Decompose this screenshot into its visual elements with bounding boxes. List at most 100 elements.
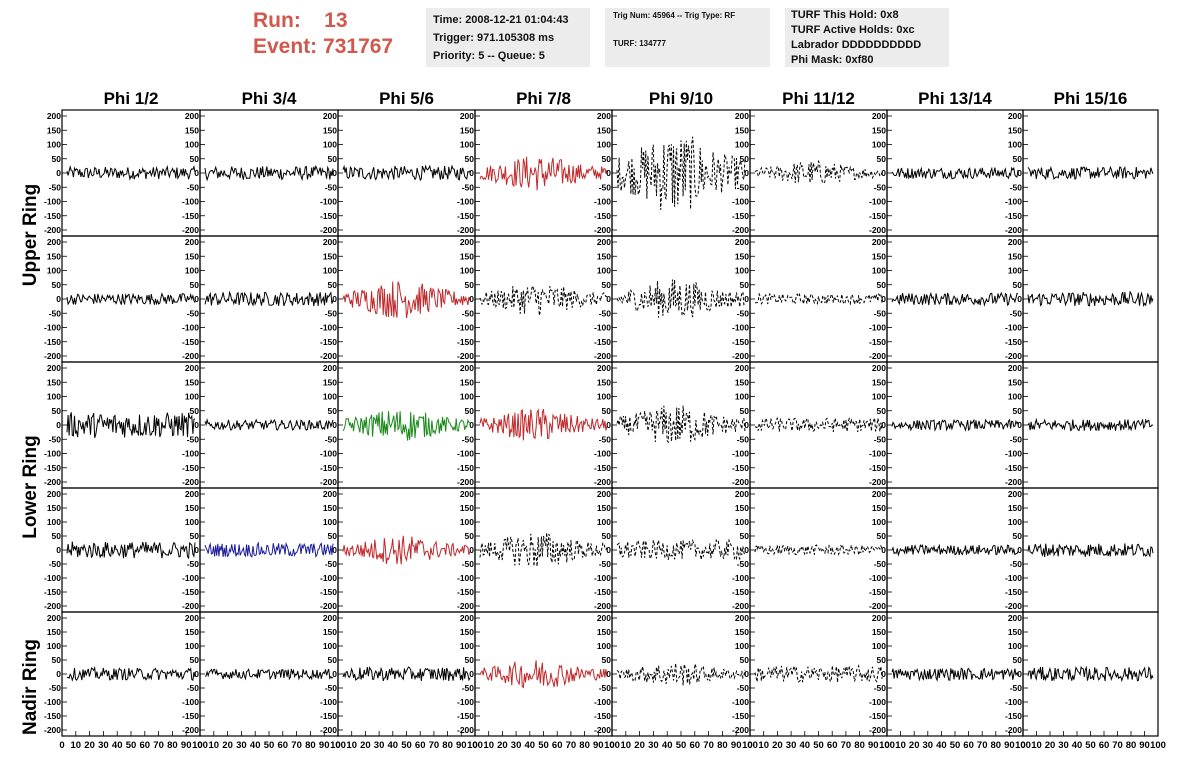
y-tick-label: 100 bbox=[185, 641, 199, 651]
y-tick-label: 100 bbox=[185, 392, 199, 402]
y-tick-label: -200 bbox=[44, 477, 61, 487]
y-tick-label: 50 bbox=[190, 655, 200, 665]
x-tick-label: 10 bbox=[346, 740, 357, 751]
y-tick-label: -100 bbox=[320, 697, 337, 707]
x-tick-label: 80 bbox=[854, 740, 865, 751]
y-tick-label: 0 bbox=[744, 669, 749, 679]
y-tick-label: 50 bbox=[52, 531, 62, 541]
y-tick-label: -150 bbox=[320, 337, 337, 347]
y-tick-label: 50 bbox=[328, 531, 338, 541]
y-tick-label: -100 bbox=[732, 573, 749, 583]
y-tick-label: 200 bbox=[185, 111, 199, 121]
x-tick-label: 10 bbox=[1031, 740, 1042, 751]
waveform-trace bbox=[479, 156, 608, 191]
y-tick-label: -200 bbox=[182, 351, 199, 361]
waveform-trace bbox=[754, 543, 883, 557]
x-tick-label: 80 bbox=[1126, 740, 1137, 751]
y-tick-label: 100 bbox=[1008, 140, 1022, 150]
y-tick-label: 150 bbox=[185, 377, 199, 387]
y-tick-label: -50 bbox=[325, 434, 338, 444]
x-tick-label: 80 bbox=[991, 740, 1002, 751]
y-tick-label: 150 bbox=[185, 503, 199, 513]
y-tick-label: 100 bbox=[1008, 641, 1022, 651]
y-tick-label: 200 bbox=[185, 363, 199, 373]
y-tick-label: 50 bbox=[1013, 280, 1023, 290]
y-tick-label: 150 bbox=[597, 503, 611, 513]
y-tick-label: 150 bbox=[323, 377, 337, 387]
x-tick-label: 0 bbox=[747, 740, 752, 751]
waveform-trace bbox=[1027, 290, 1154, 308]
y-tick-label: 100 bbox=[1008, 266, 1022, 276]
y-tick-label: -200 bbox=[44, 225, 61, 235]
x-tick-label: 30 bbox=[511, 740, 522, 751]
y-tick-label: 150 bbox=[597, 251, 611, 261]
y-tick-label: -100 bbox=[1005, 573, 1022, 583]
x-tick-label: 20 bbox=[497, 740, 508, 751]
y-tick-label: 200 bbox=[47, 613, 61, 623]
x-tick-label: 30 bbox=[648, 740, 659, 751]
y-tick-label: 0 bbox=[881, 420, 886, 430]
y-tick-label: -50 bbox=[737, 182, 750, 192]
y-tick-label: -100 bbox=[732, 323, 749, 333]
y-tick-label: -200 bbox=[732, 601, 749, 611]
y-tick-label: 100 bbox=[735, 641, 749, 651]
y-tick-label: 100 bbox=[1008, 392, 1022, 402]
x-tick-label: 10 bbox=[895, 740, 906, 751]
y-tick-label: -200 bbox=[869, 725, 886, 735]
x-tick-label: 50 bbox=[950, 740, 961, 751]
y-tick-label: 100 bbox=[460, 641, 474, 651]
y-tick-label: 150 bbox=[735, 377, 749, 387]
y-tick-label: -100 bbox=[44, 323, 61, 333]
y-tick-label: -150 bbox=[457, 337, 474, 347]
y-tick-label: 150 bbox=[460, 627, 474, 637]
x-tick-label: 90 bbox=[731, 740, 742, 751]
x-tick-label: 70 bbox=[977, 740, 988, 751]
y-tick-label: 150 bbox=[872, 627, 886, 637]
y-tick-label: 50 bbox=[328, 655, 338, 665]
panel-frame bbox=[474, 109, 613, 237]
y-tick-label: 150 bbox=[735, 125, 749, 135]
panel-frame bbox=[611, 611, 751, 737]
y-tick-label: 50 bbox=[1013, 406, 1023, 416]
y-tick-label: -50 bbox=[599, 683, 612, 693]
x-tick-label: 100 bbox=[1150, 740, 1166, 751]
x-tick-label: 50 bbox=[264, 740, 275, 751]
x-tick-label: 60 bbox=[963, 740, 974, 751]
y-tick-label: 150 bbox=[460, 503, 474, 513]
y-tick-label: -200 bbox=[869, 351, 886, 361]
x-tick-label: 60 bbox=[690, 740, 701, 751]
y-tick-label: 200 bbox=[735, 613, 749, 623]
y-tick-label: 150 bbox=[47, 125, 61, 135]
y-tick-label: -100 bbox=[1005, 697, 1022, 707]
x-tick-label: 20 bbox=[84, 740, 95, 751]
waveform-trace bbox=[342, 411, 471, 441]
x-tick-label: 50 bbox=[1085, 740, 1096, 751]
waveform-trace bbox=[66, 665, 196, 682]
y-tick-label: 0 bbox=[332, 545, 337, 555]
y-tick-label: 50 bbox=[328, 154, 338, 164]
column-header: Phi 11/12 bbox=[782, 89, 855, 108]
y-tick-label: 50 bbox=[602, 154, 612, 164]
y-tick-label: -200 bbox=[732, 225, 749, 235]
y-tick-label: -200 bbox=[732, 351, 749, 361]
y-tick-label: 150 bbox=[1008, 251, 1022, 261]
y-tick-label: 150 bbox=[872, 251, 886, 261]
y-tick-label: -150 bbox=[869, 337, 886, 347]
y-tick-label: -200 bbox=[594, 351, 611, 361]
y-tick-label: -50 bbox=[462, 308, 475, 318]
y-tick-label: -50 bbox=[874, 182, 887, 192]
y-tick-label: 0 bbox=[194, 294, 199, 304]
x-tick-label: 70 bbox=[1112, 740, 1123, 751]
x-tick-label: 100 bbox=[330, 740, 346, 751]
y-tick-label: -150 bbox=[869, 211, 886, 221]
y-tick-label: -150 bbox=[732, 211, 749, 221]
y-tick-label: 0 bbox=[56, 294, 61, 304]
y-tick-label: -150 bbox=[594, 587, 611, 597]
y-tick-label: 150 bbox=[872, 125, 886, 135]
y-tick-label: -150 bbox=[457, 211, 474, 221]
y-tick-label: 100 bbox=[872, 266, 886, 276]
y-tick-label: -150 bbox=[457, 463, 474, 473]
y-tick-label: -100 bbox=[457, 573, 474, 583]
x-tick-label: 100 bbox=[467, 740, 483, 751]
y-tick-label: -150 bbox=[182, 463, 199, 473]
